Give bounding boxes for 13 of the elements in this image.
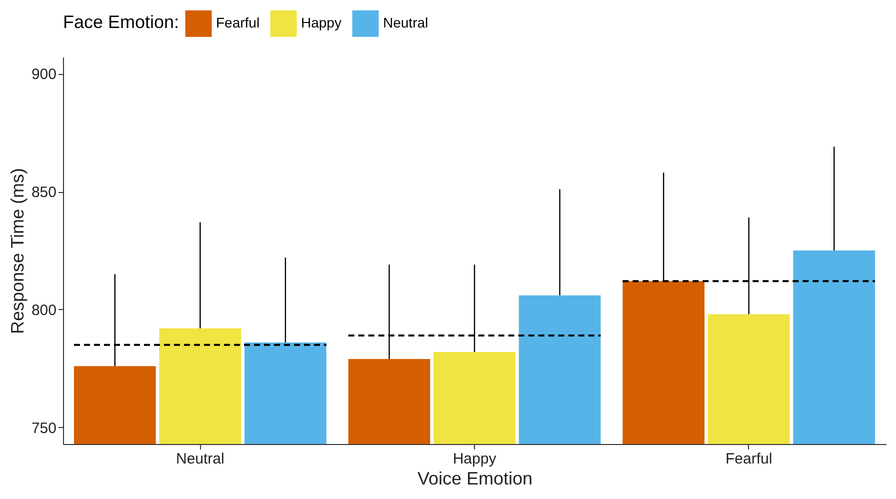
x-tick-label: Neutral <box>176 450 224 468</box>
legend-label: Neutral <box>383 14 428 31</box>
y-tick-label: 800 <box>31 302 56 319</box>
y-axis-title: Response Time (ms) <box>7 168 28 334</box>
x-axis-title: Voice Emotion <box>417 468 533 488</box>
x-tick-label: Happy <box>452 450 497 468</box>
legend-title: Face Emotion: <box>63 12 180 32</box>
x-tick-label: Fearful <box>725 450 772 468</box>
legend-label: Fearful <box>216 14 260 31</box>
legend-label: Happy <box>301 14 342 31</box>
y-tick-label: 900 <box>31 66 56 84</box>
y-tick-label: 750 <box>31 420 56 437</box>
y-tick-label: 850 <box>31 184 56 202</box>
